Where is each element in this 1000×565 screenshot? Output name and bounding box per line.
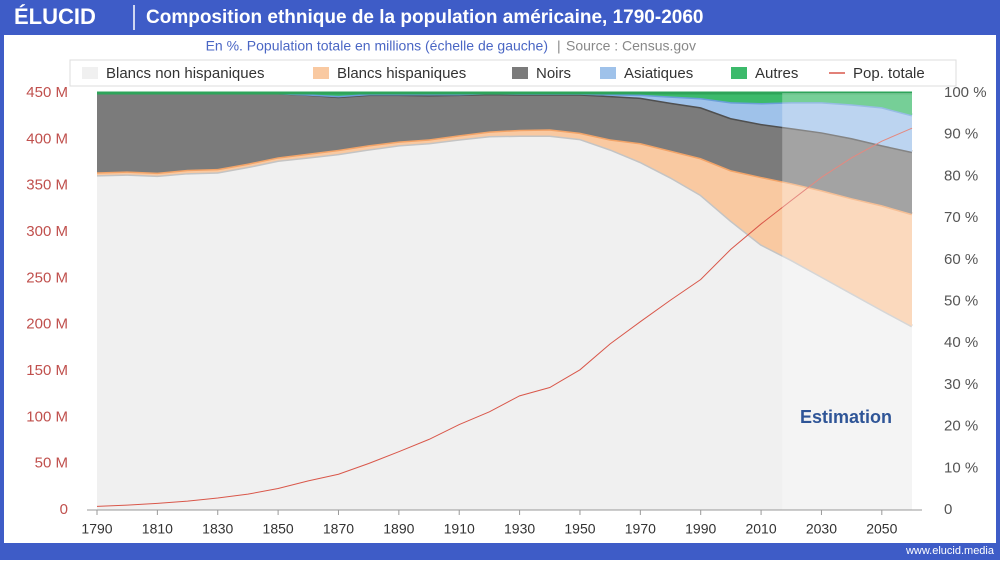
footer: www.elucid.media <box>905 545 995 557</box>
area <box>97 93 912 116</box>
x-tick-label: 1950 <box>564 521 595 537</box>
annotation: Estimation <box>800 407 892 427</box>
population-line <box>96 127 913 507</box>
legend-swatch <box>600 67 616 79</box>
legend-label: Pop. totale <box>853 65 925 82</box>
y2-tick-label: 60 % <box>944 251 978 268</box>
y2-tick-label: 30 % <box>944 376 978 393</box>
y-tick-label: 50 M <box>35 455 68 472</box>
x-tick-label: 2010 <box>745 521 776 537</box>
x-tick-label: 1830 <box>202 521 233 537</box>
y-tick-label: 100 M <box>26 408 68 425</box>
x-tick-label: 1790 <box>81 521 112 537</box>
legend-swatch <box>731 67 747 79</box>
legend-label: Asiatiques <box>624 65 693 82</box>
y2-tick-label: 100 % <box>944 84 987 101</box>
y2-tick-label: 40 % <box>944 334 978 351</box>
subtitle: En %. Population totale en millions (éch… <box>206 38 548 54</box>
area <box>97 129 912 327</box>
y2-tick-label: 80 % <box>944 167 978 184</box>
y2-tick-label: 10 % <box>944 459 978 476</box>
x-tick-label: 1870 <box>323 521 354 537</box>
legend-label: Blancs hispaniques <box>337 65 466 82</box>
legend-swatch <box>82 67 98 79</box>
x-tick-label: 2030 <box>806 521 837 537</box>
y2-tick-label: 0 <box>944 501 952 518</box>
y-tick-label: 150 M <box>26 362 68 379</box>
legend-swatch <box>313 67 329 79</box>
y-tick-label: 300 M <box>26 223 68 240</box>
legend-label: Autres <box>755 65 798 82</box>
chart-title: Composition ethnique de la population am… <box>146 7 703 28</box>
estimation-shade <box>782 93 912 510</box>
area <box>97 93 912 152</box>
legend-label: Noirs <box>536 65 571 82</box>
legend-swatch <box>512 67 528 79</box>
x-tick-label: 1810 <box>142 521 173 537</box>
x-tick-label: 1910 <box>444 521 475 537</box>
plot: Estimation 1790 1810 1830 1850 1870 1890 1910 19… <box>26 65 986 537</box>
brand: ÉLUCID <box>14 4 96 29</box>
x-tick-label: 1890 <box>383 521 414 537</box>
separator-text: | <box>557 38 561 54</box>
x-tick-label: 1970 <box>625 521 656 537</box>
y-tick-label: 350 M <box>26 177 68 194</box>
y-tick-label: 0 <box>60 501 68 518</box>
y-tick-label: 450 M <box>26 84 68 101</box>
x-tick-label: 1930 <box>504 521 535 537</box>
y2-tick-label: 20 % <box>944 418 978 435</box>
y-tick-label: 400 M <box>26 130 68 147</box>
area <box>97 93 912 214</box>
y2-tick-label: 90 % <box>944 126 978 143</box>
legend-label: Blancs non hispaniques <box>106 65 264 82</box>
source: Source : Census.gov <box>566 38 696 54</box>
y2-tick-label: 50 % <box>944 292 978 309</box>
x-tick-label: 1990 <box>685 521 716 537</box>
area <box>97 135 912 510</box>
y-tick-label: 200 M <box>26 316 68 333</box>
x-tick-label: 2050 <box>866 521 897 537</box>
y2-tick-label: 70 % <box>944 209 978 226</box>
x-tick-label: 1850 <box>263 521 294 537</box>
y-tick-label: 250 M <box>26 269 68 286</box>
